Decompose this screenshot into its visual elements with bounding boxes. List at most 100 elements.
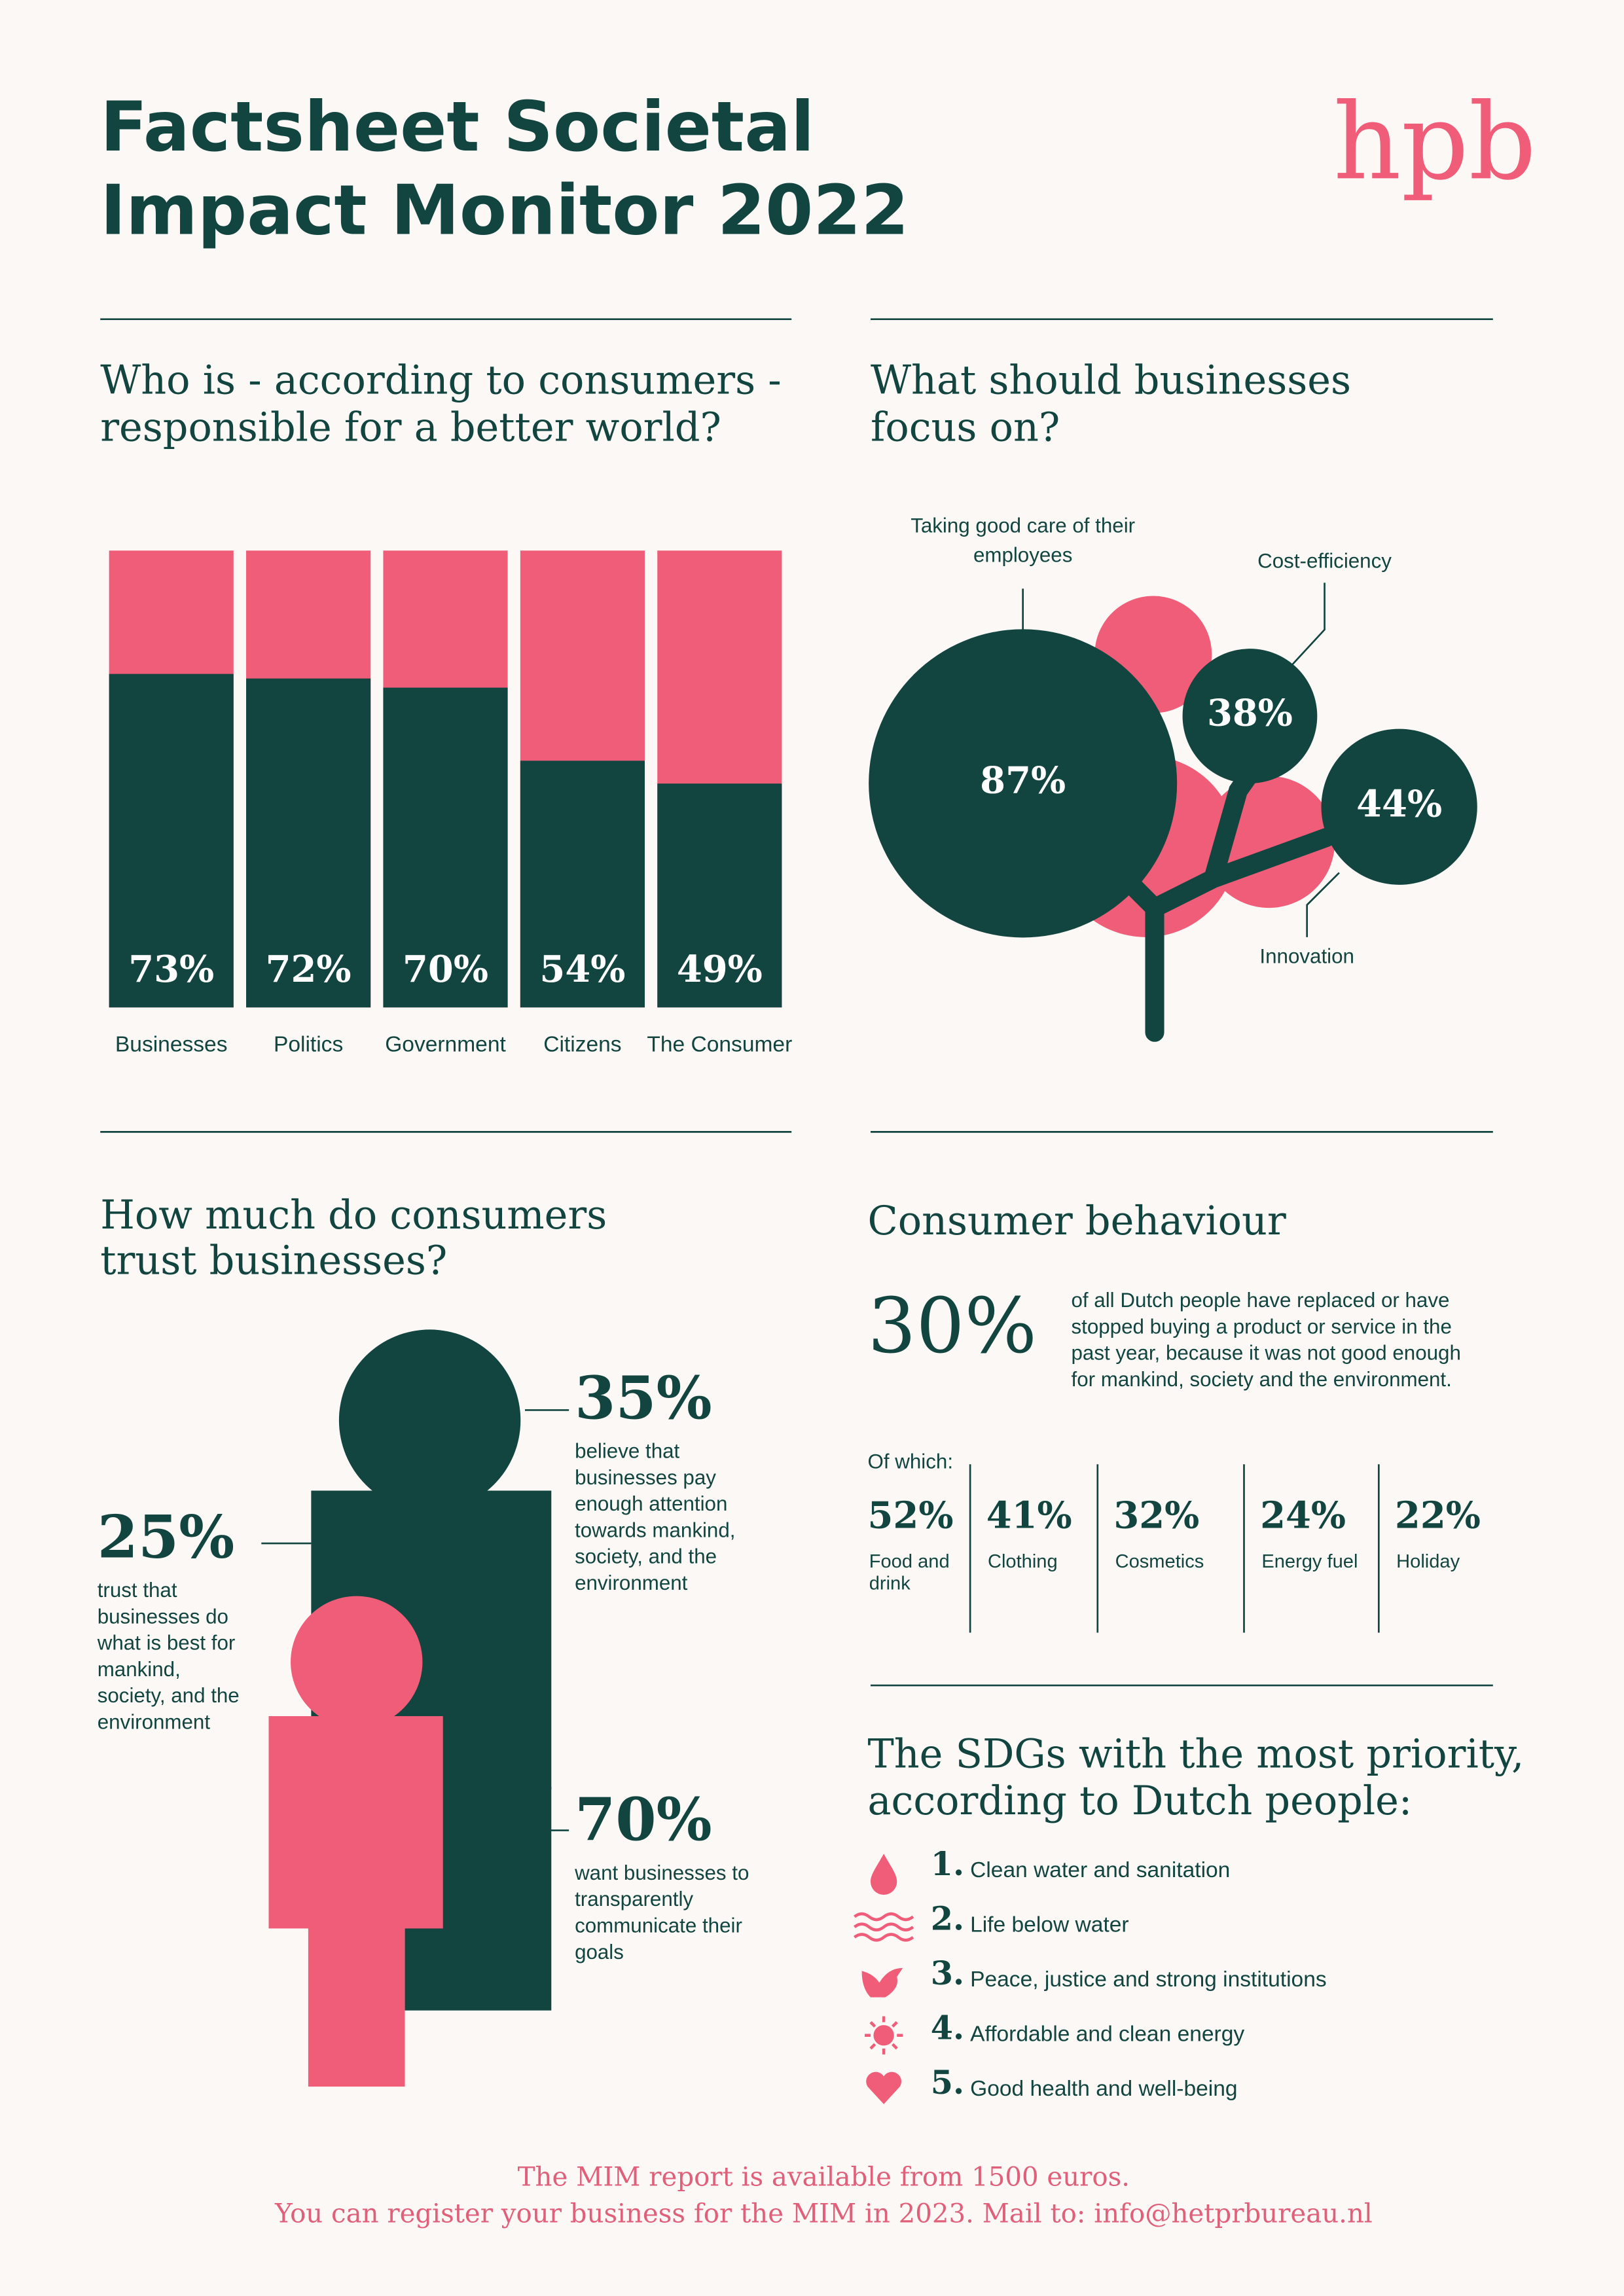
stat-value: 70%: [575, 1785, 712, 1854]
stat-value: 25%: [98, 1503, 235, 1571]
icon-drop: [870, 1854, 897, 1895]
value-label: 49%: [677, 948, 763, 991]
breakdown-value: 22%: [1395, 1494, 1481, 1537]
people-figures: [261, 1329, 569, 2087]
stat-text: what is best for: [97, 1632, 236, 1655]
section-title: How much do consumers: [100, 1193, 607, 1238]
leader-line: [1306, 872, 1340, 937]
bubble-label: employees: [973, 543, 1072, 566]
breakdown-label: Holiday: [1396, 1551, 1460, 1572]
bubble-label: Innovation: [1259, 944, 1354, 967]
stat-value: 30%: [868, 1282, 1038, 1371]
bar: [520, 761, 645, 1008]
stat-text: enough attention: [575, 1492, 727, 1515]
stat-text: want businesses to: [574, 1861, 749, 1884]
sdg-rank: 4.: [931, 2009, 964, 2047]
section-title: The SDGs with the most priority,: [868, 1731, 1525, 1777]
breakdown-label: Food and: [869, 1551, 950, 1572]
section-title: focus on?: [871, 404, 1060, 450]
section-title: Consumer behaviour: [868, 1198, 1286, 1244]
section-title: responsible for a better world?: [100, 404, 721, 450]
section-title: trust businesses?: [100, 1238, 447, 1283]
leader-line: [1288, 583, 1326, 669]
stat-text: environment: [98, 1711, 211, 1734]
sdg-rank: 5.: [931, 2064, 964, 2102]
page-title: Factsheet Societal: [100, 86, 814, 167]
icon-sun-rays: [865, 2016, 903, 2054]
x-tick-label: Businesses: [115, 1032, 228, 1056]
sdg-text: Good health and well-being: [970, 2077, 1237, 2101]
sdg-text: Clean water and sanitation: [970, 1858, 1230, 1882]
stat-text: trust that: [98, 1579, 177, 1602]
breakdown-label: Cosmetics: [1115, 1551, 1204, 1572]
value-label: 87%: [980, 759, 1066, 802]
figure-leg: [308, 1925, 405, 2087]
stat-text: goals: [575, 1941, 624, 1964]
sdg-rank: 1.: [931, 1845, 964, 1883]
stat-text: towards mankind,: [575, 1518, 735, 1541]
sdg-rank: 3.: [931, 1954, 964, 1992]
section-title: Who is - according to consumers -: [100, 358, 781, 404]
sdg-text: Peace, justice and strong institutions: [970, 1967, 1327, 1992]
bar: [246, 678, 371, 1008]
breakdown-label: drink: [869, 1573, 911, 1594]
value-label: 38%: [1207, 692, 1293, 735]
x-tick-label: Politics: [274, 1032, 343, 1056]
sdg-icons: [853, 1854, 914, 2104]
bubble: [1182, 649, 1318, 783]
value-label: 72%: [266, 948, 352, 991]
sdg-text: Life below water: [970, 1913, 1128, 1937]
stat-text: businesses pay: [575, 1466, 716, 1489]
stat-text: for mankind, society and the environment…: [1071, 1368, 1451, 1391]
stat-text: society, and the: [575, 1545, 717, 1568]
bar: [657, 783, 782, 1008]
icon-heart: [866, 2072, 902, 2104]
value-label: 70%: [403, 948, 488, 991]
bubble: [1321, 728, 1477, 885]
figure-head: [338, 1329, 521, 1511]
figure-head: [291, 1596, 423, 1728]
stat-text: environment: [575, 1571, 688, 1594]
footer-text: The MIM report is available from 1500 eu…: [518, 2162, 1130, 2193]
breakdown-value: 52%: [868, 1494, 954, 1537]
stem: [1119, 766, 1336, 1042]
stat-text: communicate their: [575, 1914, 742, 1937]
stat-text: believe that: [575, 1440, 679, 1463]
icon-sun: [873, 2025, 894, 2046]
x-tick-label: Citizens: [543, 1032, 621, 1056]
x-tick-label: The Consumer: [647, 1032, 792, 1056]
sdg-rank: 2.: [931, 1899, 964, 1937]
stat-text: past year, because it was not good enoug…: [1071, 1342, 1460, 1365]
bubble: [869, 629, 1178, 938]
value-label: 44%: [1356, 782, 1442, 825]
stat-text: stopped buying a product or service in t…: [1071, 1315, 1451, 1338]
bar: [109, 673, 234, 1008]
page-title: Impact Monitor 2022: [100, 170, 909, 251]
value-label: 73%: [128, 948, 214, 991]
x-tick-label: Government: [385, 1032, 506, 1056]
footer-text: You can register your business for the M…: [274, 2198, 1373, 2229]
breakdown-value: 41%: [986, 1494, 1072, 1537]
bubble-label: Taking good care of their: [911, 514, 1135, 537]
stat-text: society, and the: [98, 1684, 240, 1707]
value-label: 54%: [539, 948, 625, 991]
section-title: What should businesses: [871, 358, 1351, 404]
breakdown-label: Clothing: [988, 1551, 1058, 1572]
figure-body: [268, 1716, 443, 1929]
stat-value: 35%: [575, 1364, 712, 1433]
breakdown-value: 32%: [1113, 1494, 1199, 1537]
bar: [383, 687, 508, 1008]
stat-text: businesses do: [98, 1605, 228, 1628]
stat-text: transparently: [575, 1888, 693, 1910]
section-title: according to Dutch people:: [868, 1778, 1413, 1824]
breakdown-value: 24%: [1260, 1494, 1346, 1537]
stat-text: of all Dutch people have replaced or hav…: [1071, 1289, 1449, 1312]
bubble-label: Cost-efficiency: [1257, 549, 1392, 572]
breakdown-label: Energy fuel: [1261, 1551, 1358, 1572]
subheading: Of which:: [868, 1450, 954, 1473]
logo: hpb: [1333, 80, 1536, 203]
icon-waves: [853, 1912, 914, 1942]
icon-bird: [861, 1967, 903, 1998]
